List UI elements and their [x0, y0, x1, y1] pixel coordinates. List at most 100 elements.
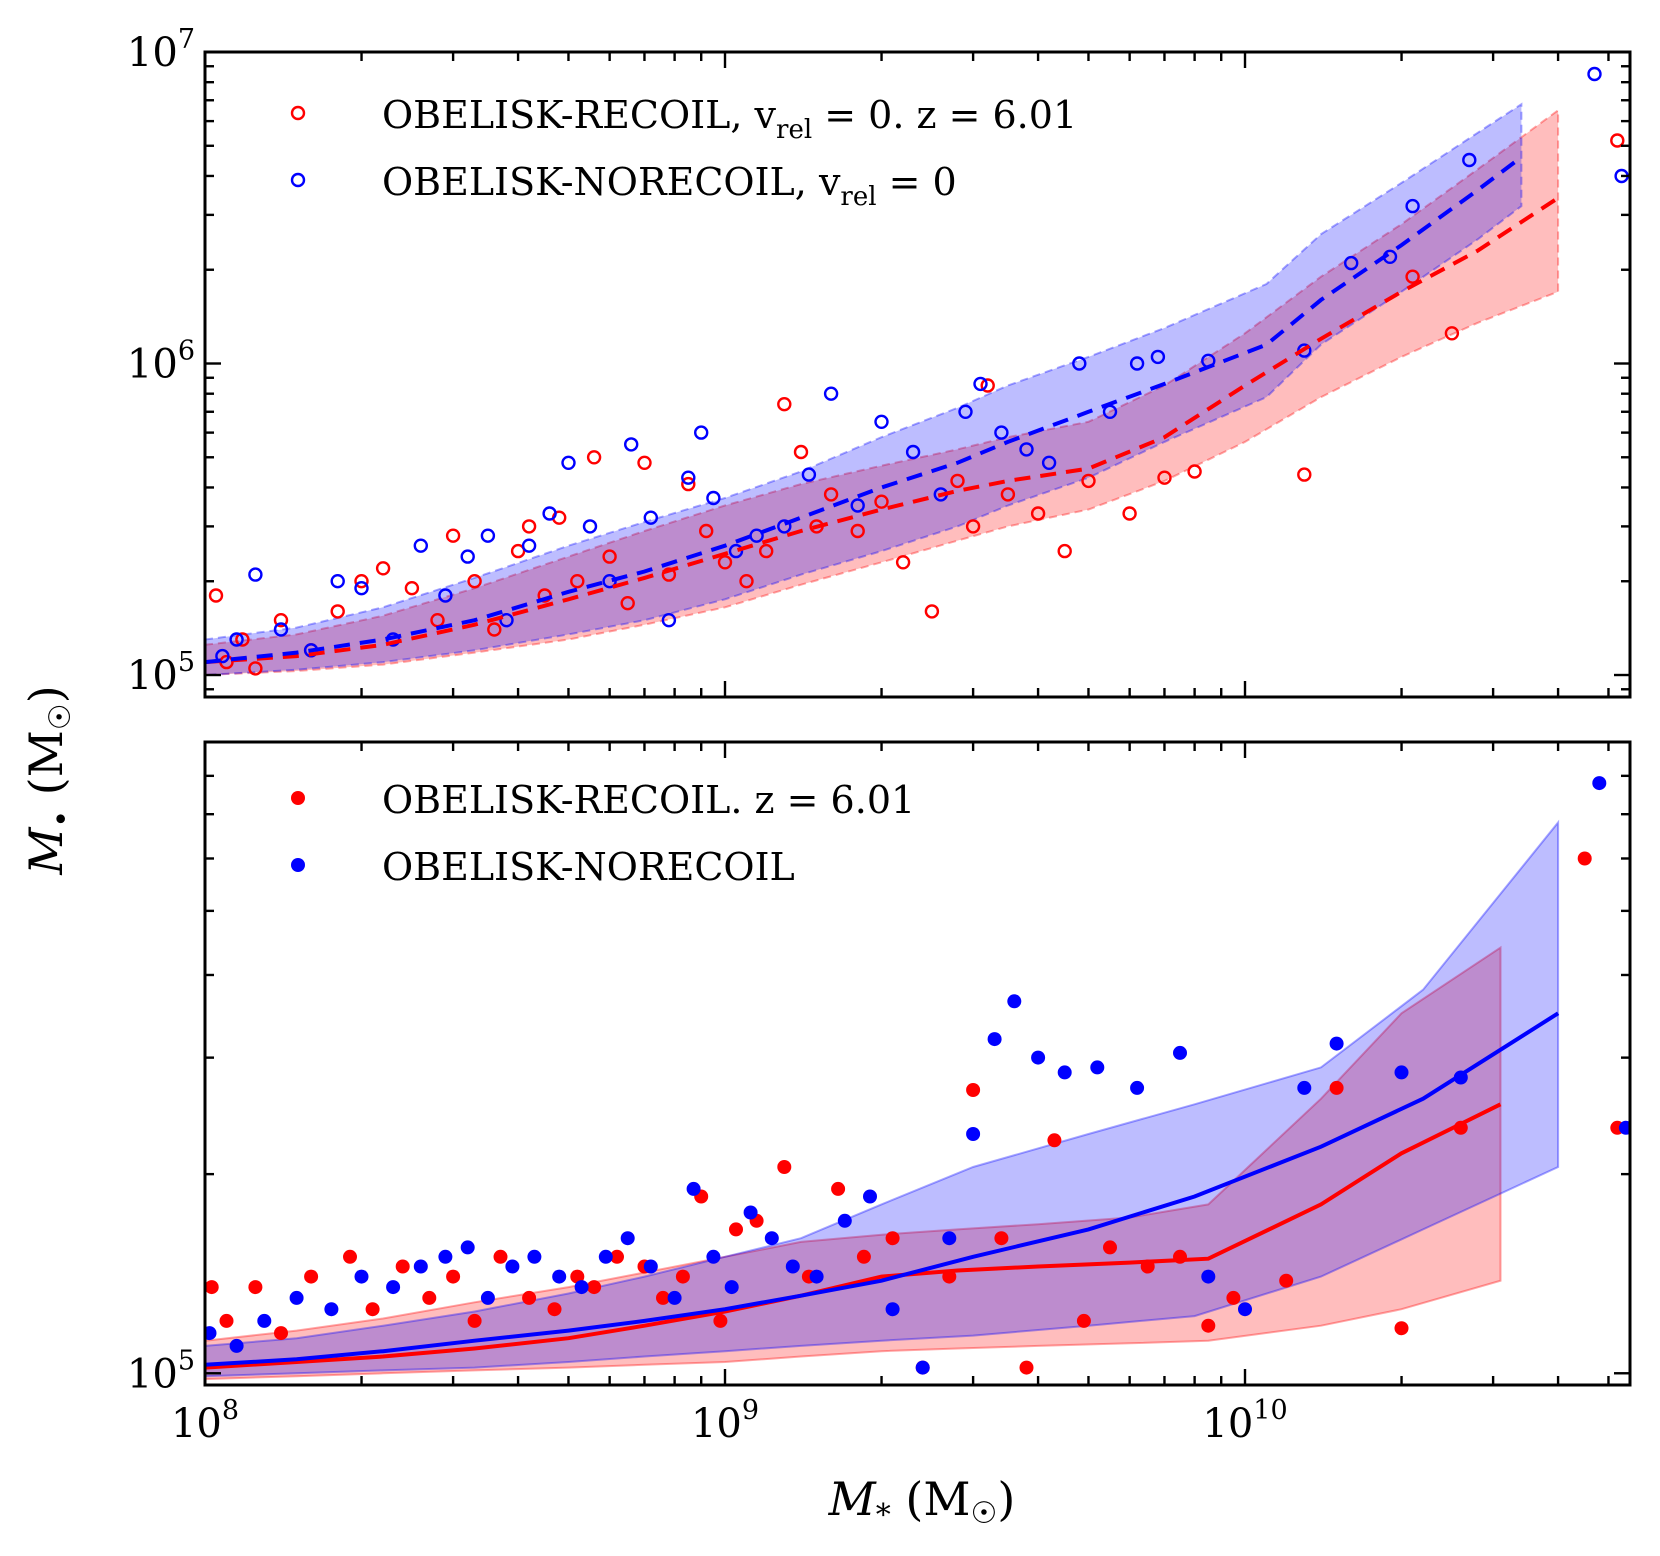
x-tick-label: 1010	[1202, 1395, 1287, 1447]
recoil-point	[467, 574, 482, 589]
norecoil-point	[1173, 1045, 1187, 1060]
norecoil-point	[1041, 455, 1057, 470]
norecoil-point	[248, 567, 263, 582]
recoil-point	[522, 1290, 537, 1305]
recoil-point	[1405, 269, 1420, 284]
recoil-point	[1394, 1321, 1409, 1336]
norecoil-point	[574, 1280, 589, 1295]
recoil-band	[205, 945, 1502, 1381]
norecoil-point	[1150, 349, 1166, 365]
norecoil-point	[942, 1231, 957, 1246]
legend-marker	[290, 105, 306, 121]
recoil-point	[1297, 467, 1312, 482]
recoil-point	[980, 378, 995, 393]
y-tick-label: 105	[127, 1345, 195, 1397]
recoil-point	[404, 581, 420, 596]
legend-label: OBELISK-RECOIL. z = 6.01	[382, 778, 915, 822]
norecoil-point	[289, 1290, 304, 1305]
norecoil-point	[438, 588, 453, 603]
norecoil-point	[480, 1290, 495, 1305]
recoil-point	[1057, 543, 1072, 559]
norecoil-point	[1618, 1120, 1630, 1135]
norecoil-point	[837, 1213, 852, 1228]
norecoil-point	[1201, 1269, 1216, 1284]
recoil-point	[219, 1313, 234, 1328]
recoil-point	[713, 1313, 728, 1328]
recoil-point	[965, 519, 981, 534]
recoil-point	[602, 549, 617, 564]
norecoil-median-line	[205, 155, 1523, 665]
legend-marker	[291, 858, 305, 872]
recoil-point	[966, 1083, 981, 1097]
norecoil-point	[480, 528, 496, 543]
norecoil-point	[694, 425, 709, 440]
recoil-point	[793, 444, 809, 460]
recoil-point	[850, 523, 865, 539]
norecoil-point	[215, 648, 230, 664]
norecoil-point	[324, 1302, 339, 1317]
recoil-point	[330, 604, 345, 619]
recoil-point	[699, 523, 714, 539]
norecoil-point	[823, 386, 839, 401]
recoil-point	[586, 450, 602, 465]
norecoil-point	[460, 549, 475, 564]
recoil-point	[343, 1249, 357, 1264]
norecoil-point	[874, 414, 889, 429]
y-tick-label: 106	[127, 336, 195, 388]
norecoil-point	[273, 622, 289, 637]
norecoil-point	[686, 1181, 701, 1196]
recoil-point	[1329, 1080, 1344, 1095]
norecoil-point	[1587, 66, 1602, 82]
recoil-point	[874, 494, 889, 509]
norecoil-point	[1592, 776, 1607, 791]
recoil-point	[510, 543, 526, 559]
norecoil-point	[643, 1259, 658, 1274]
recoil-point	[994, 1231, 1009, 1246]
norecoil-point	[966, 1127, 981, 1141]
recoil-point	[610, 1249, 624, 1264]
recoil-point	[620, 596, 635, 611]
recoil-point	[487, 622, 502, 637]
recoil-point	[365, 1302, 380, 1317]
norecoil-point	[582, 519, 598, 534]
norecoil-point	[1343, 255, 1359, 271]
norecoil-point	[386, 1280, 401, 1295]
norecoil-point	[460, 1240, 475, 1255]
norecoil-point	[863, 1189, 877, 1204]
norecoil-point	[643, 510, 658, 525]
recoil-point	[208, 588, 224, 603]
recoil-median-line	[205, 196, 1560, 665]
axes-frame	[203, 740, 1632, 1387]
recoil-point	[547, 1302, 562, 1317]
recoil-point	[1610, 133, 1625, 148]
recoil-point	[235, 632, 250, 647]
x-tick-label: 108	[171, 1395, 239, 1447]
norecoil-point	[915, 1360, 930, 1375]
recoil-point	[445, 528, 461, 543]
recoil-point	[1187, 464, 1202, 479]
norecoil-point	[987, 1032, 1002, 1047]
recoil-point	[1030, 506, 1046, 521]
recoil-point	[823, 487, 839, 502]
norecoil-point	[1238, 1302, 1252, 1317]
norecoil-point	[413, 538, 428, 553]
recoil-point	[831, 1181, 846, 1196]
recoil-point	[354, 574, 369, 589]
norecoil-point	[728, 543, 744, 559]
recoil-point	[570, 1269, 585, 1284]
norecoil-point	[1007, 994, 1022, 1009]
recoil-point	[1157, 470, 1172, 485]
recoil-point	[759, 543, 774, 559]
norecoil-point	[724, 1280, 739, 1295]
recoil-point	[675, 1269, 690, 1284]
recoil-point	[1279, 1273, 1294, 1288]
norecoil-point	[1405, 198, 1420, 214]
norecoil-point	[1057, 1065, 1072, 1080]
norecoil-point	[205, 1326, 217, 1341]
plot-area	[205, 776, 1630, 1381]
norecoil-point	[1394, 1065, 1409, 1080]
norecoil-point	[561, 455, 576, 470]
norecoil-point	[905, 444, 921, 460]
norecoil-point	[1329, 1036, 1344, 1051]
norecoil-point	[521, 538, 537, 553]
